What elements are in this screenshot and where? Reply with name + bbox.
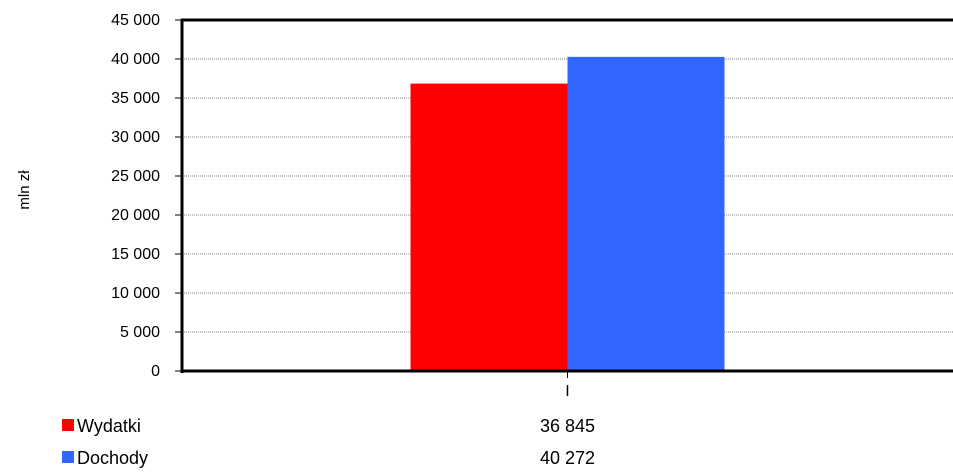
bars <box>410 56 725 372</box>
y-tick-label: 35 000 <box>111 90 160 107</box>
axes <box>175 18 953 378</box>
legend-label-dochody: Dochody <box>77 448 148 468</box>
data-table: 36 845 40 272 Wydatki Dochody <box>62 416 595 468</box>
y-tick-label: 10 000 <box>111 285 160 302</box>
y-tick-label: 45 000 <box>111 12 160 29</box>
legend-swatch-wydatki <box>62 419 74 431</box>
y-axis-title: mln zł <box>16 170 33 210</box>
bar-wydatki <box>410 83 568 371</box>
y-tick-label: 20 000 <box>111 207 160 224</box>
y-tick-label: 5 000 <box>120 324 160 341</box>
legend-label-wydatki: Wydatki <box>77 416 141 436</box>
x-tick-label: I <box>565 383 569 400</box>
data-table-value: 40 272 <box>540 448 595 468</box>
x-tick-labels: I <box>565 383 569 400</box>
y-tick-label: 40 000 <box>111 51 160 68</box>
bar-dochody <box>567 56 725 372</box>
legend-swatch-dochody <box>62 451 74 463</box>
y-tick-label: 30 000 <box>111 129 160 146</box>
y-tick-label: 15 000 <box>111 246 160 263</box>
y-tick-label: 25 000 <box>111 168 160 185</box>
y-tick-labels: 0 5 000 10 000 15 000 20 000 25 000 30 000 35 0… <box>111 12 160 380</box>
y-tick-label: 0 <box>151 363 160 380</box>
data-table-value: 36 845 <box>540 416 595 436</box>
